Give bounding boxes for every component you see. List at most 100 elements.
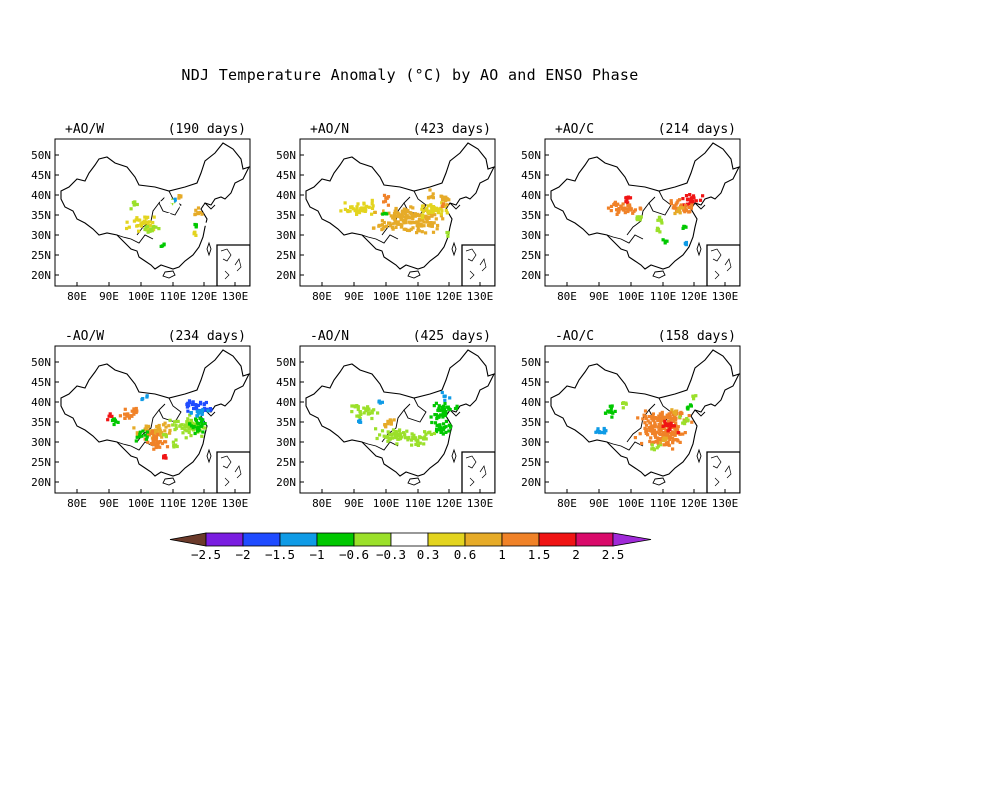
station-marker: [653, 430, 657, 434]
station-marker: [626, 209, 630, 214]
internal-boundary: [204, 202, 216, 210]
station-marker: [414, 436, 418, 440]
station-marker: [194, 233, 198, 237]
station-marker: [660, 410, 664, 414]
station-marker: [160, 431, 164, 435]
station-marker: [443, 198, 448, 202]
station-marker: [201, 418, 205, 422]
station-marker: [199, 424, 204, 428]
lat-tick-label: 45N: [521, 376, 541, 389]
station-marker: [609, 406, 613, 410]
station-marker: [357, 415, 361, 419]
station-marker: [644, 416, 648, 421]
station-marker: [138, 195, 142, 199]
station-marker: [145, 430, 150, 434]
lon-tick-label: 130E: [712, 497, 739, 510]
station-marker: [362, 406, 366, 410]
station-marker: [673, 211, 677, 216]
station-marker: [444, 208, 448, 212]
station-marker: [411, 435, 415, 439]
station-marker: [421, 213, 425, 217]
station-marker: [621, 207, 625, 211]
station-marker: [650, 443, 654, 447]
station-marker: [162, 454, 166, 458]
station-marker: [644, 429, 648, 433]
inset-coastline: [469, 270, 475, 280]
station-marker: [366, 405, 370, 409]
lon-tick-label: 100E: [373, 497, 400, 510]
station-marker: [151, 221, 155, 225]
station-marker: [663, 415, 668, 419]
station-marker: [149, 228, 153, 232]
station-marker: [398, 222, 402, 226]
lon-tick-label: 120E: [191, 290, 218, 303]
station-marker: [382, 200, 386, 204]
station-marker: [663, 241, 667, 245]
station-marker: [609, 209, 613, 213]
station-marker: [162, 456, 166, 460]
station-marker: [165, 445, 170, 449]
station-marker: [156, 428, 160, 432]
station-marker: [628, 196, 633, 200]
station-marker: [208, 407, 212, 411]
station-marker: [662, 443, 666, 447]
station-marker: [134, 218, 138, 222]
station-marker: [676, 431, 680, 435]
station-marker: [413, 212, 417, 216]
station-marker: [649, 436, 653, 440]
station-marker: [399, 218, 403, 222]
panel-phase-label: +AO/N: [310, 122, 349, 137]
station-marker: [671, 441, 675, 445]
station-marker: [198, 198, 202, 202]
station-marker: [133, 200, 137, 204]
station-marker: [106, 418, 110, 422]
station-marker: [427, 209, 431, 213]
station-marker: [414, 442, 418, 446]
station-marker: [644, 414, 648, 419]
station-marker: [138, 218, 142, 222]
station-marker: [192, 428, 196, 432]
station-marker: [170, 199, 174, 203]
station-marker: [669, 417, 673, 421]
station-marker: [370, 198, 374, 202]
station-marker: [602, 428, 607, 432]
inset-coastline: [724, 258, 732, 272]
station-marker: [379, 206, 383, 210]
station-marker: [668, 415, 672, 419]
station-marker: [432, 221, 436, 225]
station-marker: [434, 401, 438, 405]
station-marker: [428, 224, 432, 228]
station-marker: [151, 436, 155, 441]
lat-tick-label: 50N: [276, 149, 296, 162]
station-marker: [391, 227, 395, 231]
station-marker: [195, 414, 199, 418]
station-marker: [668, 413, 672, 417]
lat-tick-label: 25N: [521, 456, 541, 469]
station-marker: [678, 440, 682, 444]
station-marker: [642, 413, 646, 417]
station-marker: [358, 210, 362, 214]
station-marker: [111, 417, 115, 421]
station-marker: [393, 221, 397, 225]
station-marker: [125, 414, 129, 418]
station-marker: [173, 206, 177, 210]
lon-tick-label: 90E: [344, 497, 364, 510]
station-marker: [448, 408, 452, 412]
station-marker: [113, 419, 117, 423]
station-marker: [684, 203, 688, 208]
station-marker: [130, 414, 134, 418]
south-china-sea-inset: [706, 451, 740, 493]
station-marker: [681, 421, 685, 425]
inset-coastline: [220, 455, 232, 469]
lat-tick-label: 25N: [31, 249, 51, 262]
station-marker: [153, 431, 158, 435]
station-marker: [448, 396, 452, 400]
station-marker: [367, 407, 371, 411]
station-marker: [434, 208, 438, 212]
station-marker: [154, 225, 158, 229]
map-panel: -AO/N (425 days) 50N 45N 40N 35N 30N 25N 20N 80E 9…: [276, 329, 496, 510]
station-marker: [358, 410, 362, 414]
lat-tick-label: 35N: [31, 209, 51, 222]
inset-coastline: [710, 455, 722, 469]
station-marker: [427, 195, 431, 200]
